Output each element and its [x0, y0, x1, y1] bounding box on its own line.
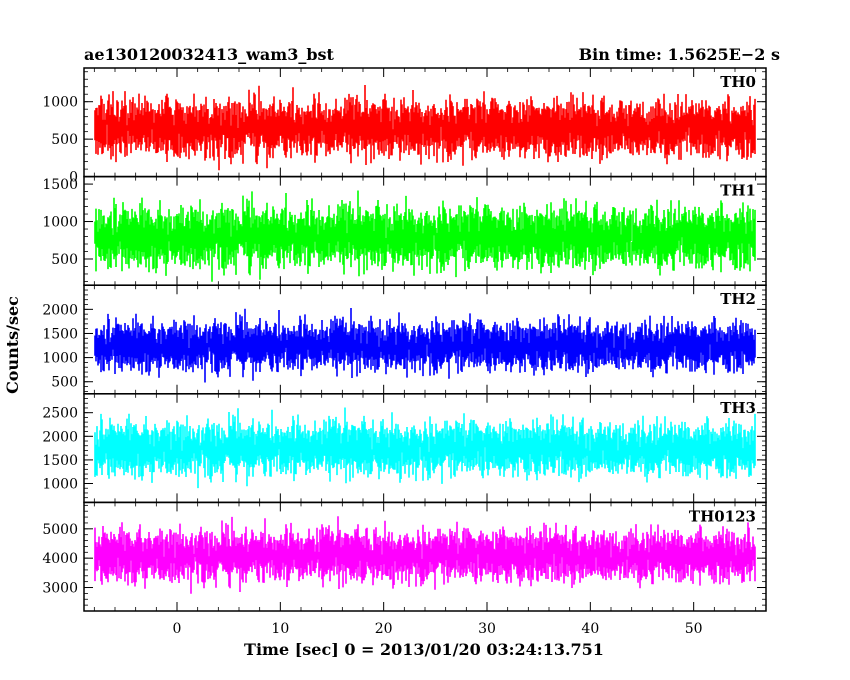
y-tick-label: 500: [51, 375, 78, 391]
panel-th0: 0 500 1000 TH0: [42, 67, 767, 186]
panel-label: TH3: [720, 399, 756, 417]
panel-label: TH1: [720, 182, 756, 200]
bin-time-label: Bin time: 1.5625E−2 s: [579, 45, 780, 64]
x-tick-label: 30: [478, 621, 496, 637]
y-axis-label: Counts/sec: [3, 296, 22, 394]
y-tick-label: 500: [51, 252, 78, 268]
panel-th1: 500 1000 1500 TH1: [42, 175, 767, 286]
x-tick-label: 50: [685, 621, 703, 637]
y-tick-label: 1000: [42, 95, 78, 111]
y-tick-label: 1000: [42, 351, 78, 367]
series-th2: [94, 308, 756, 383]
panel-label: TH0123: [689, 507, 756, 525]
x-tick-label: 20: [375, 621, 393, 637]
y-tick-label: 500: [51, 132, 78, 148]
y-tick-label: 1500: [42, 177, 78, 193]
x-tick-label: 10: [271, 621, 289, 637]
panel-th0123: 3000 4000 5000 TH0123: [42, 501, 767, 612]
x-axis-label: Time [sec] 0 = 2013/01/20 03:24:13.751: [244, 640, 604, 659]
x-tick-label: 40: [581, 621, 599, 637]
chart-title: ae130120032413_wam3_bst: [84, 45, 335, 64]
y-tick-label: 1000: [42, 215, 78, 231]
y-tick-label: 2000: [42, 302, 78, 318]
panel-th3: 1000 1500 2000 2500 TH3: [42, 393, 767, 504]
x-tick-label: 0: [173, 621, 182, 637]
y-tick-label: 2500: [42, 406, 78, 422]
y-tick-label: 5000: [42, 522, 78, 538]
panel-th2: 500 1000 1500 2000 TH2: [42, 284, 767, 395]
panel-label: TH0: [720, 73, 756, 91]
y-tick-label: 4000: [42, 551, 78, 567]
panel-label: TH2: [720, 290, 756, 308]
series-th1: [94, 190, 756, 282]
series-th3: [94, 407, 756, 489]
y-tick-label: 1000: [42, 477, 78, 493]
y-tick-label: 0: [69, 170, 78, 186]
y-tick-label: 3000: [42, 581, 78, 597]
series-th0: [94, 85, 756, 171]
series-th0123: [94, 516, 756, 594]
y-tick-label: 2000: [42, 429, 78, 445]
y-tick-label: 1500: [42, 453, 78, 469]
y-tick-label: 1500: [42, 326, 78, 342]
